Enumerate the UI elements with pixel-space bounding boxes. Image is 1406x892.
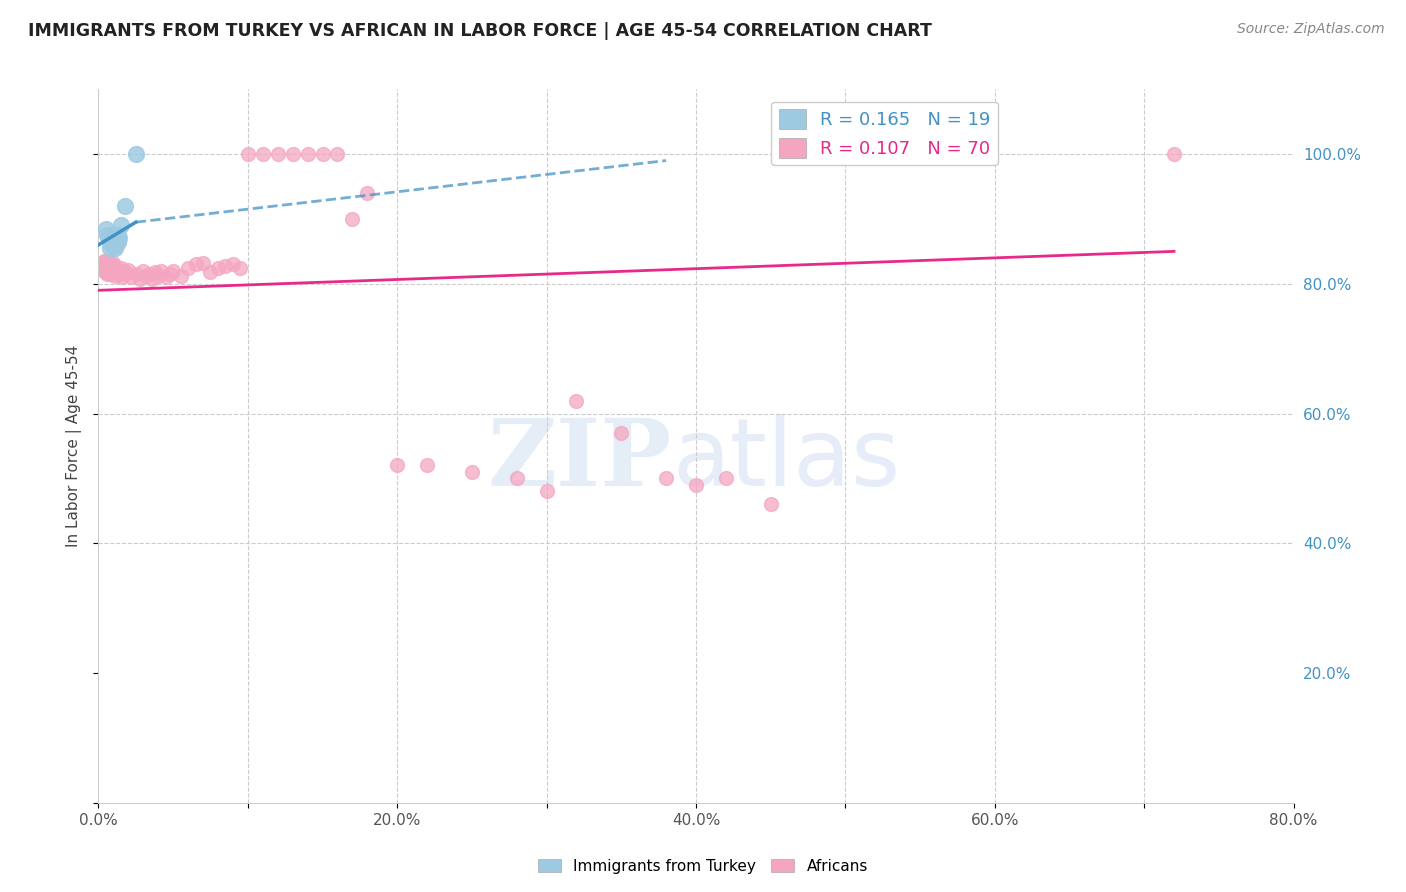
Point: [94, 221, 117, 235]
Point: [214, 259, 236, 273]
Point: [103, 256, 125, 270]
Point: [110, 219, 132, 233]
Point: [229, 260, 252, 275]
Point: [1163, 147, 1185, 161]
Text: Source: ZipAtlas.com: Source: ZipAtlas.com: [1237, 22, 1385, 37]
Point: [104, 259, 127, 273]
Point: [108, 264, 131, 278]
Point: [281, 147, 304, 161]
Point: [100, 257, 122, 271]
Point: [129, 271, 152, 285]
Point: [104, 268, 127, 283]
Point: [105, 231, 128, 245]
Point: [138, 267, 160, 281]
Point: [135, 268, 157, 283]
Point: [94, 259, 117, 273]
Point: [107, 235, 129, 249]
Point: [132, 264, 155, 278]
Point: [177, 260, 200, 275]
Point: [311, 147, 333, 161]
Point: [105, 238, 128, 252]
Point: [114, 199, 136, 213]
Point: [112, 264, 135, 278]
Point: [169, 268, 191, 283]
Point: [200, 265, 222, 279]
Point: [191, 256, 214, 270]
Point: [714, 471, 737, 485]
Point: [120, 270, 142, 285]
Point: [90, 257, 112, 271]
Point: [610, 425, 633, 440]
Point: [461, 465, 484, 479]
Point: [114, 267, 136, 281]
Point: [416, 458, 439, 473]
Point: [96, 260, 118, 275]
Point: [104, 231, 127, 245]
Point: [93, 254, 115, 268]
Text: atlas: atlas: [672, 414, 900, 507]
Point: [100, 235, 122, 249]
Point: [93, 264, 115, 278]
Point: [125, 267, 148, 281]
Point: [506, 471, 529, 485]
Point: [236, 147, 259, 161]
Point: [104, 241, 127, 255]
Point: [108, 231, 131, 245]
Text: IMMIGRANTS FROM TURKEY VS AFRICAN IN LABOR FORCE | AGE 45-54 CORRELATION CHART: IMMIGRANTS FROM TURKEY VS AFRICAN IN LAB…: [28, 22, 932, 40]
Point: [162, 264, 184, 278]
Text: ZIP: ZIP: [488, 416, 672, 505]
Point: [159, 267, 181, 281]
Point: [97, 264, 120, 278]
Point: [184, 257, 207, 271]
Point: [155, 270, 177, 285]
Point: [148, 268, 170, 283]
Point: [150, 264, 173, 278]
Point: [96, 267, 118, 281]
Point: [101, 260, 124, 275]
Point: [103, 228, 125, 243]
Point: [536, 484, 558, 499]
Y-axis label: In Labor Force | Age 45-54: In Labor Force | Age 45-54: [66, 345, 83, 547]
Point: [326, 147, 349, 161]
Point: [101, 267, 124, 281]
Point: [97, 231, 120, 245]
Legend: Immigrants from Turkey, Africans: Immigrants from Turkey, Africans: [531, 853, 875, 880]
Point: [685, 478, 707, 492]
Point: [100, 241, 122, 255]
Point: [111, 270, 134, 285]
Point: [141, 271, 163, 285]
Point: [107, 228, 129, 243]
Point: [101, 238, 124, 252]
Point: [94, 265, 117, 279]
Point: [252, 147, 274, 161]
Point: [342, 211, 364, 226]
Point: [125, 147, 148, 161]
Point: [207, 260, 229, 275]
Point: [267, 147, 290, 161]
Point: [105, 262, 128, 277]
Point: [297, 147, 319, 161]
Point: [110, 260, 132, 275]
Point: [107, 267, 129, 281]
Point: [94, 254, 117, 268]
Point: [759, 497, 782, 511]
Point: [103, 264, 125, 278]
Point: [101, 228, 124, 243]
Point: [103, 235, 125, 249]
Point: [565, 393, 588, 408]
Point: [385, 458, 409, 473]
Point: [96, 228, 118, 243]
Point: [222, 257, 245, 271]
Point: [117, 262, 139, 277]
Point: [143, 265, 166, 279]
Point: [100, 267, 122, 281]
Point: [97, 256, 120, 270]
Point: [655, 471, 678, 485]
Legend: R = 0.165   N = 19, R = 0.107   N = 70: R = 0.165 N = 19, R = 0.107 N = 70: [772, 102, 998, 165]
Point: [91, 260, 114, 275]
Point: [356, 186, 378, 200]
